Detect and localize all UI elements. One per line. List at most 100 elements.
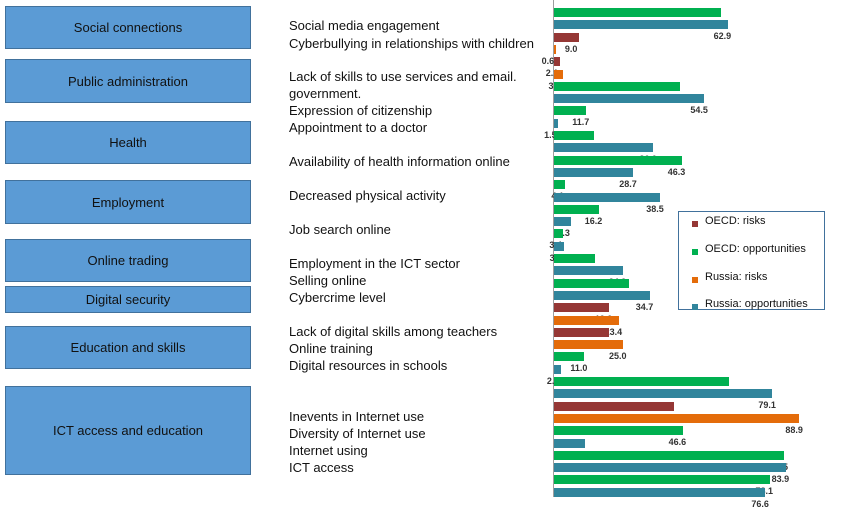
bar [554, 402, 674, 411]
chart-legend: OECD: risks OECD: opportunities Russia: … [678, 211, 825, 310]
indicator-label: Lack of skills to use services and email… [289, 69, 517, 84]
bar-value-label: 46.6 [668, 437, 687, 447]
category-box: Employment [5, 180, 251, 224]
indicator-label: Appointment to a doctor [289, 120, 428, 135]
bar [554, 303, 609, 312]
bar [554, 352, 585, 361]
bar [554, 8, 721, 17]
bar [554, 463, 786, 472]
bar-value-label: 23.4 [604, 327, 623, 337]
bar [554, 291, 650, 300]
bar [554, 33, 579, 42]
bar [554, 377, 729, 386]
category-box: Public administration [5, 59, 251, 103]
category-box: Social connections [5, 6, 251, 49]
bar [554, 229, 564, 238]
bar-value-label: 11.0 [570, 363, 588, 373]
category-label: Employment [91, 194, 165, 210]
category-label: Digital security [85, 292, 171, 307]
indicator-label: Expression of citizenship [289, 103, 433, 118]
bar [554, 254, 595, 263]
bar [554, 217, 572, 226]
indicator-label: Availability of health information onlin… [289, 154, 510, 169]
indicator-label: government. [289, 86, 362, 101]
indicator-label: Employment in the ICT sector [289, 256, 460, 271]
bar [554, 180, 566, 189]
bar [554, 340, 623, 349]
indicator-label: Inevents in Internet use [289, 409, 425, 424]
bar-value-label: 16.2 [584, 216, 603, 226]
bar [554, 439, 585, 448]
indicator-label: Cybercrime level [289, 290, 386, 305]
legend-label-oecd-opportunities: OECD: opportunities [705, 243, 806, 255]
category-box: Digital security [5, 286, 251, 313]
legend-swatch-russia-risks [692, 277, 698, 283]
indicator-label: Cyberbullying in relationships with chil… [289, 36, 534, 51]
indicator-label: Selling online [289, 273, 367, 288]
category-label: Public administration [68, 73, 188, 89]
bar [554, 242, 564, 251]
bar-value-label: 34.7 [635, 302, 654, 312]
legend-label-oecd-risks: OECD: risks [705, 215, 766, 227]
indicator-label: ICT access [289, 460, 354, 475]
category-label: Social connections [73, 20, 183, 35]
bar [554, 279, 630, 288]
bar [554, 205, 599, 214]
bar [554, 94, 705, 103]
legend-swatch-oecd-opportunities [692, 249, 698, 255]
bar [554, 389, 773, 398]
indicator-label: Digital resources in schools [289, 358, 448, 373]
legend-swatch-oecd-risks [692, 221, 698, 227]
indicator-label: Job search online [289, 222, 391, 237]
bar-value-label: 6.3 [557, 228, 570, 238]
bar [554, 45, 556, 54]
bar [554, 156, 682, 165]
bar [554, 328, 609, 337]
indicator-label: Lack of digital skills among teachers [289, 324, 498, 339]
indicator-label: Decreased physical activity [289, 188, 446, 203]
bar [554, 365, 561, 374]
bar [554, 57, 560, 66]
bar-value-label: 2.1 [545, 68, 559, 78]
bar-value-label: 76.6 [751, 499, 769, 509]
bar-value-label: 2.5 [547, 376, 560, 386]
bar [554, 316, 619, 325]
category-box: Online trading [5, 239, 251, 282]
bar [554, 193, 661, 202]
bar-value-label: 62.9 [713, 31, 732, 41]
bar [554, 451, 785, 460]
bar [554, 131, 595, 140]
category-box: ICT access and education [5, 386, 251, 475]
bar [554, 488, 766, 497]
bar-value-label: 0.6 [541, 56, 555, 66]
bar-value-label: 46.3 [667, 167, 686, 177]
bar-value-label: 38.5 [646, 204, 664, 214]
bar-value-label: 25.0 [609, 351, 627, 361]
indicator-label: Online training [289, 341, 373, 356]
bar [554, 82, 680, 91]
bar-value-label: 88.9 [785, 425, 803, 435]
bar [554, 119, 559, 128]
bar [554, 475, 770, 484]
bar-value-label: 9.0 [564, 44, 578, 54]
bar-value-label: 79.1 [758, 400, 776, 410]
bar [554, 70, 563, 79]
bar [554, 20, 728, 29]
bar [554, 106, 587, 115]
legend-label-russia-opportunities: Russia: opportunities [705, 298, 808, 310]
category-label: Online trading [87, 253, 169, 268]
bar [554, 168, 634, 177]
bar [554, 426, 683, 435]
legend-swatch-russia-opportunities [692, 304, 698, 310]
category-label: Health [109, 135, 147, 150]
indicator-label: Internet using [289, 443, 368, 458]
legend-label-russia-risks: Russia: risks [705, 271, 768, 283]
bar [554, 414, 800, 423]
bar-value-label: 11.7 [572, 117, 590, 127]
bar [554, 143, 654, 152]
category-box: Education and skills [5, 326, 251, 369]
chart-axis-line [553, 0, 554, 497]
bar-value-label: 83.9 [771, 474, 790, 484]
bar [554, 266, 623, 275]
